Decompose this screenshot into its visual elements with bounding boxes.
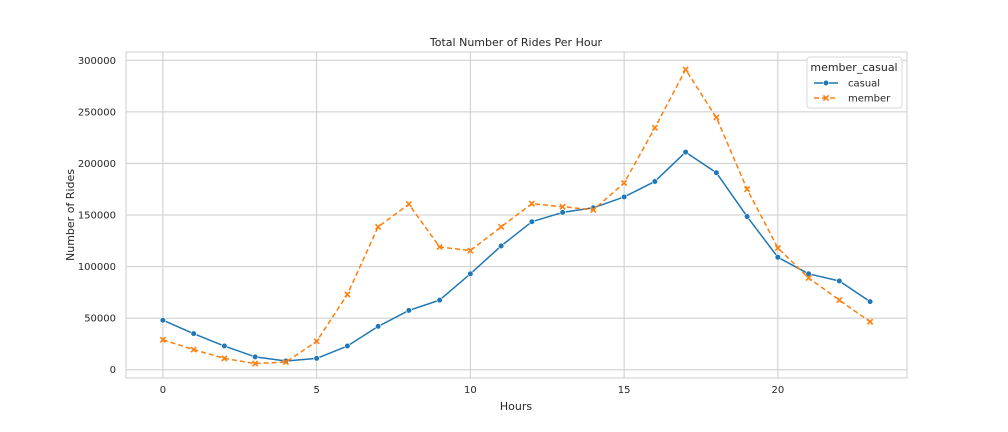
x-tick-label: 10	[464, 385, 477, 396]
member-point	[467, 247, 474, 254]
y-tick-label: 100000	[78, 262, 116, 273]
y-tick-label: 250000	[78, 107, 116, 118]
member-point	[374, 223, 382, 231]
member-point	[651, 124, 659, 131]
casual-point	[405, 307, 412, 314]
casual-point	[651, 178, 658, 185]
casual-point	[559, 209, 566, 216]
y-tick-label: 150000	[78, 211, 116, 222]
member-point	[866, 318, 874, 325]
casual-point	[528, 218, 535, 225]
casual-point	[713, 169, 720, 176]
member-line	[162, 68, 871, 365]
member-point	[590, 206, 597, 214]
casual-point	[375, 323, 382, 330]
casual-point	[190, 330, 197, 337]
member-point	[743, 186, 751, 193]
y-tick-label: 50000	[84, 314, 116, 325]
casual-point	[252, 353, 259, 360]
legend-label-casual: casual	[848, 79, 880, 90]
member-point	[713, 114, 720, 121]
x-tick-label: 15	[618, 385, 631, 396]
x-tick-label: 0	[160, 385, 166, 396]
x-tick-label: 5	[313, 385, 319, 396]
x-tick-label: 20	[771, 385, 784, 396]
legend-label-member: member	[848, 94, 891, 105]
y-tick-labels: 0 50000 100000 150000 200000 250000 300000	[78, 56, 116, 376]
member-point	[805, 274, 812, 282]
member-point	[620, 179, 628, 187]
x-axis-label: Hours	[500, 400, 532, 413]
casual-point	[498, 242, 505, 250]
series-casual	[159, 148, 874, 365]
x-tick-labels: 0 5 10 15 20	[160, 385, 785, 396]
y-tick-label: 0	[110, 365, 116, 376]
casual-point	[621, 193, 628, 201]
legend-item-member: member	[814, 94, 891, 105]
member-point	[221, 355, 228, 362]
member-point	[822, 94, 830, 102]
plot-frame	[125, 51, 908, 379]
member-point	[682, 66, 689, 73]
casual-point	[682, 148, 689, 156]
member-point	[774, 244, 782, 252]
member-point	[190, 346, 197, 353]
series-member	[159, 66, 874, 367]
legend-title: member_casual	[810, 61, 897, 74]
casual-point	[221, 342, 228, 350]
legend-items: casual member	[814, 79, 891, 105]
casual-point	[774, 254, 781, 261]
casual-line	[162, 151, 871, 362]
casual-point	[822, 79, 830, 87]
member-point	[497, 223, 505, 231]
casual-point	[805, 270, 812, 277]
member-point	[836, 296, 843, 304]
chart-title: Total Number of Rides Per Hour	[429, 36, 603, 49]
casual-point	[313, 355, 320, 362]
casual-point	[436, 297, 443, 304]
casual-point	[344, 342, 351, 350]
y-tick-label: 200000	[78, 159, 116, 170]
member-point	[344, 291, 351, 298]
y-axis-label: Number of Rides	[64, 169, 77, 261]
member-point	[528, 200, 536, 207]
legend-item-casual: casual	[814, 79, 880, 90]
member-point	[251, 360, 259, 367]
member-point	[436, 243, 443, 251]
member-point	[405, 201, 413, 208]
member-point	[159, 336, 167, 343]
casual-point	[467, 270, 474, 277]
legend-box	[806, 56, 903, 109]
casual-point	[836, 277, 843, 285]
series-layer	[159, 66, 874, 367]
casual-point	[159, 317, 166, 324]
legend: member_casual casual member	[806, 56, 903, 109]
member-point	[282, 358, 290, 366]
member-point	[559, 203, 566, 210]
casual-point	[744, 213, 751, 220]
member-point	[313, 338, 320, 345]
y-tick-label: 300000	[78, 56, 116, 67]
casual-point	[867, 298, 874, 305]
